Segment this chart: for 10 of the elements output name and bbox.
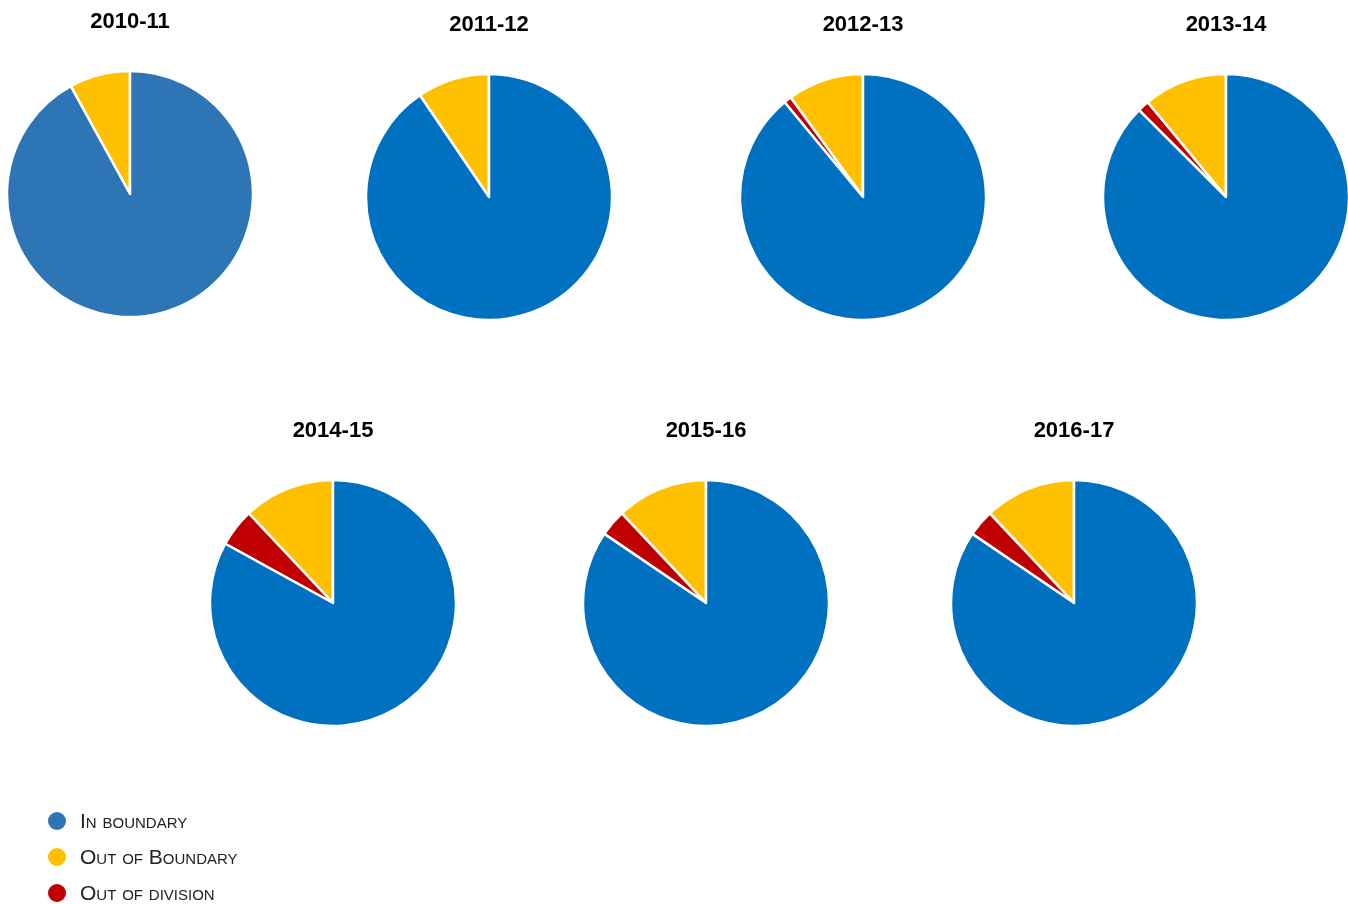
- chart-title: 2015-16: [665, 416, 747, 442]
- chart-title: 2012-13: [822, 10, 904, 36]
- legend-label: Out of division: [80, 881, 215, 904]
- chart-title: 2016-17: [1033, 416, 1115, 442]
- chart-title: 2013-14: [1185, 10, 1268, 36]
- legend-label: In boundary: [80, 809, 188, 833]
- chart-title: 2014-15: [292, 416, 374, 442]
- legend-label: Out of Boundary: [80, 845, 238, 869]
- chart-title: 2010-11: [90, 7, 170, 33]
- chart-title: 2011-12: [449, 10, 529, 36]
